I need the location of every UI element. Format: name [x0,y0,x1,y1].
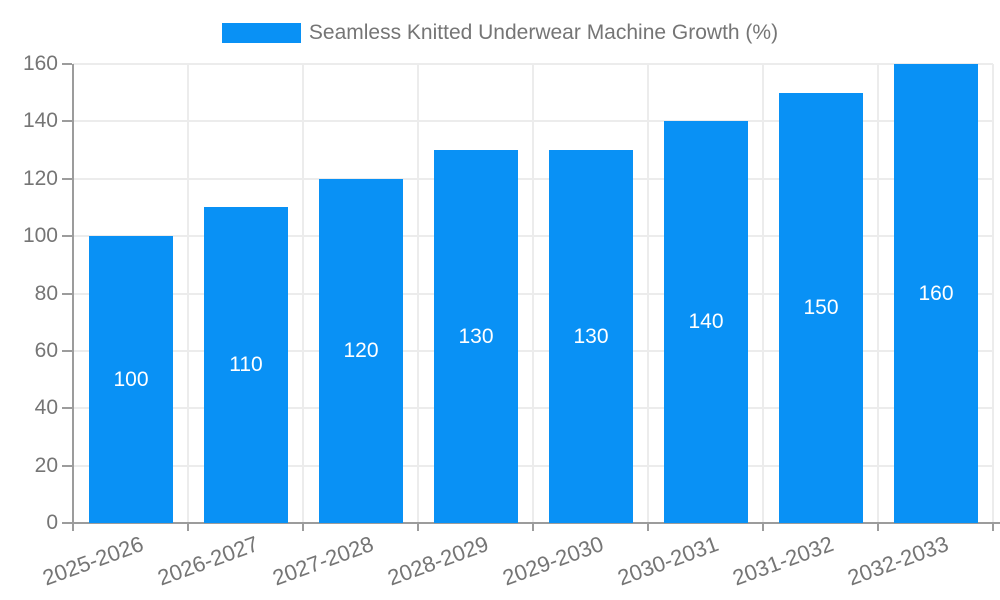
x-axis-tick [72,523,74,531]
bar-value-label: 160 [918,282,954,305]
bar[interactable] [894,64,978,523]
x-axis-tick [762,523,764,531]
x-axis-tick [417,523,419,531]
x-axis-category-label: 2027-2028 [269,531,377,591]
bar-value-label: 140 [688,310,724,333]
y-axis-tick-label: 0 [46,511,58,534]
y-axis-line [72,64,74,525]
bar-value-label: 110 [229,353,263,376]
bar[interactable] [89,236,173,523]
y-axis-tick-label: 160 [22,52,58,75]
legend-label: Seamless Knitted Underwear Machine Growt… [308,21,779,44]
x-axis-tick [992,523,994,531]
y-axis-tick-label: 80 [34,282,58,305]
bar[interactable] [664,121,748,523]
x-axis-category-label: 2026-2027 [154,531,262,591]
y-axis-tick-label: 140 [22,109,58,132]
bar[interactable] [549,150,633,523]
bar-value-label: 100 [113,368,149,391]
x-axis-category-label: 2028-2029 [384,531,492,591]
y-axis-tick-label: 40 [34,396,58,419]
gridline-vertical [762,64,764,523]
x-axis-category-label: 2029-2030 [499,531,607,591]
y-axis-tick [62,178,72,180]
x-axis-category-label: 2032-2033 [844,531,952,591]
gridline-vertical [992,64,994,523]
bar[interactable] [779,93,863,523]
y-axis-tick-label: 20 [34,454,58,477]
gridline-vertical [417,64,419,523]
legend-swatch-icon [221,23,301,43]
y-axis-tick-label: 60 [34,339,58,362]
y-axis-tick [62,350,72,352]
bar[interactable] [319,179,403,523]
bar[interactable] [434,150,518,523]
x-axis-tick [647,523,649,531]
y-axis-tick [62,465,72,467]
y-axis-tick [62,63,72,65]
bar[interactable] [204,207,288,523]
y-axis-tick-label: 120 [22,167,58,190]
x-axis-tick [877,523,879,531]
gridline-vertical [302,64,304,523]
x-axis-category-label: 2025-2026 [39,531,147,591]
y-axis-tick-label: 100 [22,224,58,247]
bar-value-label: 130 [573,325,609,348]
bar-value-label: 120 [343,339,379,362]
x-axis-line [62,522,1000,524]
gridline-vertical [877,64,879,523]
x-axis-category-label: 2030-2031 [614,531,722,591]
gridline-vertical [647,64,649,523]
gridline-vertical [187,64,189,523]
x-axis-tick [532,523,534,531]
bar-value-label: 150 [803,296,839,319]
y-axis-tick [62,120,72,122]
x-axis-tick [302,523,304,531]
y-axis-tick [62,407,72,409]
y-axis-tick [62,293,72,295]
x-axis-tick [187,523,189,531]
y-axis-tick [62,235,72,237]
chart-legend[interactable]: Seamless Knitted Underwear Machine Growt… [0,20,1000,46]
gridline-vertical [532,64,534,523]
x-axis-category-label: 2031-2032 [729,531,837,591]
bar-value-label: 130 [458,325,494,348]
